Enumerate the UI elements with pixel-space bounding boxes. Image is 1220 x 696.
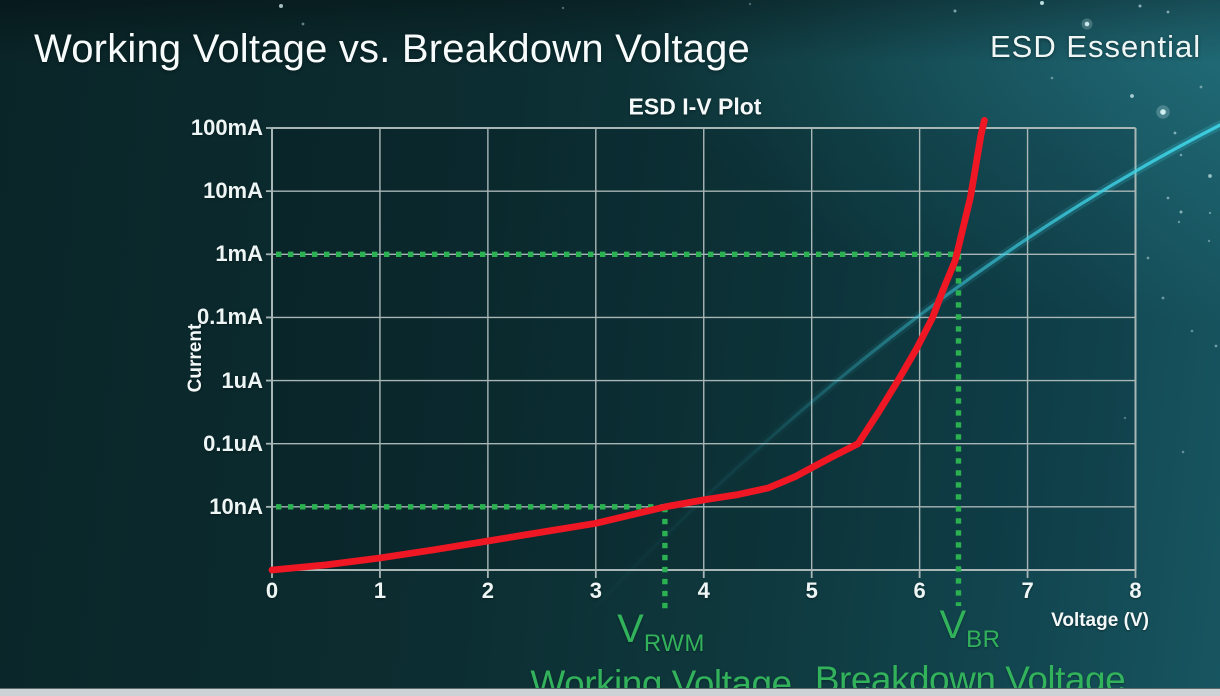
vrwm-subscript: RWM <box>643 630 705 657</box>
y-tick-label: 0.1mA <box>196 304 263 330</box>
axis-ticks <box>266 127 1137 578</box>
vrwm-symbol: VRWM <box>617 607 705 657</box>
vbr-annotation: VBR Breakdown Voltage <box>815 603 1126 696</box>
vbr-symbol: VBR <box>939 603 1001 653</box>
y-tick-label: 10mA <box>203 178 263 204</box>
x-tick-label: 6 <box>913 578 926 603</box>
y-tick-label: 1mA <box>215 241 263 267</box>
brand-wordmark: ESD Essential <box>990 29 1202 64</box>
plot-area <box>272 128 1136 570</box>
bottom-bar <box>0 688 1220 696</box>
y-tick-label: 1uA <box>221 367 263 393</box>
x-tick-label: 2 <box>481 578 494 603</box>
chart-title: ESD I-V Plot <box>628 93 762 120</box>
x-tick-label: 7 <box>1021 578 1034 603</box>
x-tick-label: 1 <box>373 578 387 603</box>
slide-title: Working Voltage vs. Breakdown Voltage <box>34 27 750 71</box>
x-tick-label: 4 <box>697 578 710 603</box>
grid <box>271 127 1137 571</box>
vbr-subscript: BR <box>966 626 1001 653</box>
x-tick-label: 8 <box>1129 578 1142 603</box>
y-tick-label: 0.1uA <box>203 430 263 456</box>
marker-lines-breakdown <box>276 251 962 606</box>
x-tick-label: 3 <box>589 578 602 603</box>
y-tick-label: 100mA <box>190 115 263 140</box>
y-tick-label: 10nA <box>209 493 263 519</box>
x-tick-label: 0 <box>265 578 279 603</box>
swoosh-decoration <box>571 120 1220 632</box>
vrwm-annotation: VRWM Working Voltage <box>530 607 792 696</box>
x-tick-label: 5 <box>805 578 818 603</box>
x-axis-title: Voltage (V) <box>1051 610 1149 631</box>
iv-curve <box>268 117 988 574</box>
